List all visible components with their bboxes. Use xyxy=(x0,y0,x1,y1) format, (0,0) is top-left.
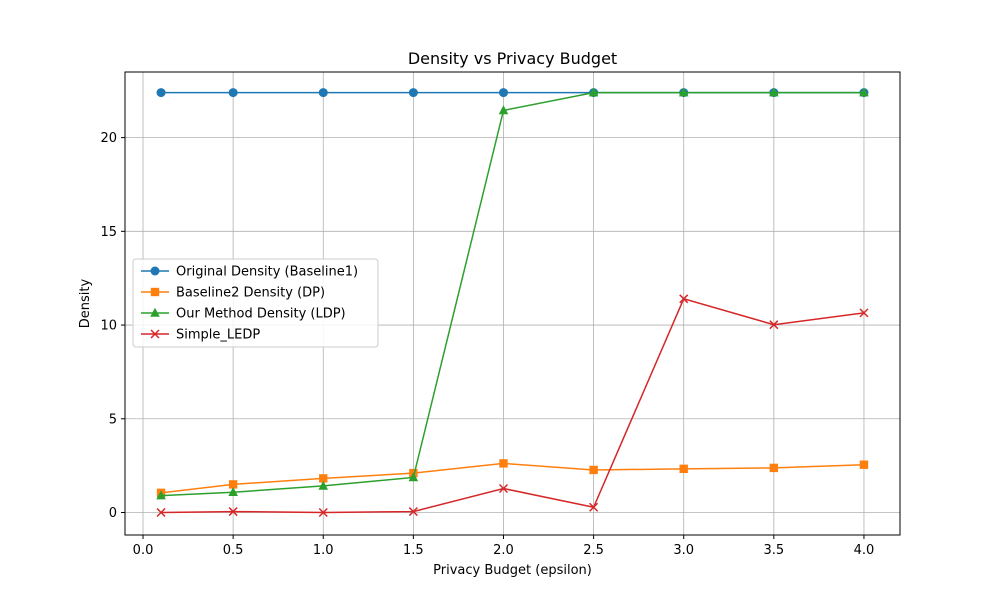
y-tick-label: 5 xyxy=(109,412,117,427)
series-1 xyxy=(156,459,869,498)
data-point xyxy=(318,480,329,490)
x-tick-label: 2.0 xyxy=(493,543,514,558)
x-tick-label: 1.5 xyxy=(403,543,424,558)
x-tick-label: 2.5 xyxy=(583,543,604,558)
data-point xyxy=(679,294,689,304)
data-point xyxy=(319,474,328,483)
data-point xyxy=(588,87,599,97)
x-tick-label: 3.5 xyxy=(763,543,784,558)
data-point xyxy=(318,88,328,98)
data-point xyxy=(499,459,508,468)
series-layer xyxy=(156,87,869,518)
legend-label: Simple_LEDP xyxy=(176,328,260,343)
x-tick-label: 0.0 xyxy=(133,543,154,558)
x-tick-label: 3.0 xyxy=(673,543,694,558)
data-point xyxy=(228,88,238,98)
series-2 xyxy=(156,87,869,500)
data-point xyxy=(498,483,509,494)
ticks: 0.0 0.5 1.0 1.5 2.0 2.5 3.0 3.5 4.0 0 5 10 15 20 xyxy=(100,131,874,558)
data-point xyxy=(498,105,509,115)
y-tick-label: 15 xyxy=(100,225,117,240)
data-point xyxy=(228,487,238,497)
data-point xyxy=(156,490,166,500)
legend-box xyxy=(132,258,379,348)
data-point xyxy=(679,464,688,474)
data-point xyxy=(318,507,328,518)
data-point xyxy=(769,320,779,330)
series-3 xyxy=(156,294,869,518)
chart-title: Density vs Privacy Budget xyxy=(408,49,617,68)
data-point xyxy=(228,480,238,489)
data-point xyxy=(589,465,598,475)
data-point xyxy=(859,87,869,97)
data-point xyxy=(408,88,418,98)
legend-marker xyxy=(150,287,160,297)
data-point xyxy=(859,460,869,469)
data-point xyxy=(859,308,869,318)
y-tick-label: 0 xyxy=(109,506,117,521)
data-point xyxy=(228,507,238,517)
data-point xyxy=(156,507,166,518)
plot-frame xyxy=(124,71,901,536)
data-point xyxy=(769,463,779,473)
x-axis-label: Privacy Budget (epsilon) xyxy=(433,563,592,578)
data-point xyxy=(589,502,599,512)
data-point xyxy=(678,87,689,97)
data-point xyxy=(498,88,508,98)
x-tick-label: 4.0 xyxy=(854,543,875,558)
legend-label: Original Density (Baseline1) xyxy=(176,265,358,280)
y-axis-label: Density xyxy=(78,278,93,328)
x-tick-label: 0.5 xyxy=(223,543,244,558)
legend-marker xyxy=(150,266,160,276)
y-tick-label: 10 xyxy=(100,319,117,334)
data-point xyxy=(156,88,166,98)
legend-marker xyxy=(150,329,160,339)
data-point xyxy=(408,472,419,482)
data-point xyxy=(408,507,418,517)
legend: Original Density (Baseline1) Baseline2 De… xyxy=(132,258,379,348)
y-tick-label: 20 xyxy=(100,131,117,146)
legend-label: Our Method Density (LDP) xyxy=(176,307,346,322)
legend-marker xyxy=(150,307,160,317)
data-point xyxy=(769,87,779,97)
legend-label: Baseline2 Density (DP) xyxy=(176,286,325,301)
x-tick-label: 1.0 xyxy=(313,543,334,558)
